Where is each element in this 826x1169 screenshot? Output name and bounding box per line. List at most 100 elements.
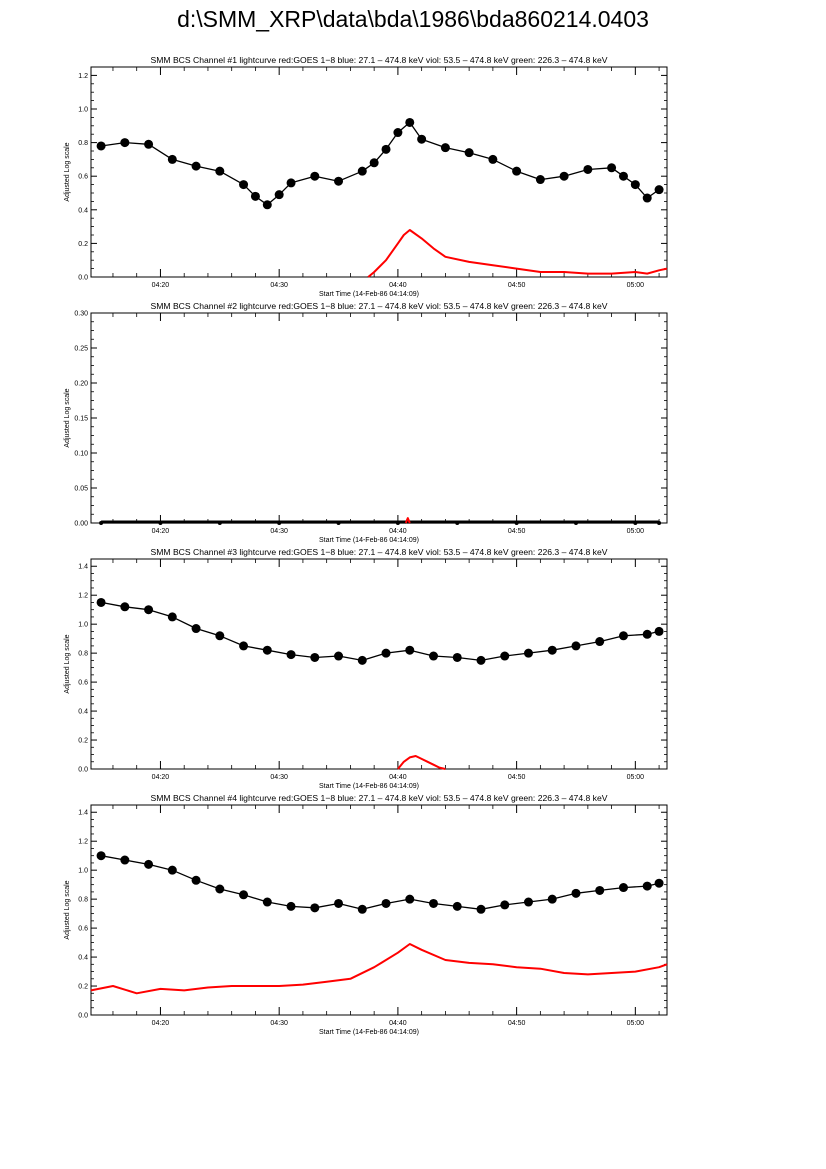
x-tick-label: 05:00 — [627, 774, 645, 781]
bcs-data-point — [630, 180, 640, 190]
bcs-data-point — [167, 154, 177, 164]
x-tick-label: 04:20 — [152, 1020, 170, 1027]
bcs-data-point — [452, 652, 462, 662]
bcs-data-point — [583, 164, 593, 174]
bcs-data-point — [440, 143, 450, 153]
bcs-data-point — [239, 641, 249, 651]
x-tick-label: 04:30 — [270, 774, 288, 781]
x-axis-label: Start Time (14-Feb-86 04:14:09) — [319, 291, 419, 298]
y-tick-label: 0.0 — [78, 275, 88, 282]
bcs-data-point — [535, 175, 545, 185]
bcs-data-point — [642, 629, 652, 639]
bcs-data-point — [642, 193, 652, 203]
chart-panel-3: SMM BCS Channel #3 lightcurve red:GOES 1… — [64, 547, 668, 790]
bcs-data-point — [500, 900, 510, 910]
x-tick-label: 04:50 — [508, 1020, 526, 1027]
y-tick-label: 0.8 — [78, 140, 88, 147]
y-axis-label: Adjusted Log scale — [64, 388, 71, 447]
y-tick-label: 1.0 — [78, 622, 88, 629]
y-tick-label: 0.20 — [74, 381, 88, 388]
chart-panel-2: SMM BCS Channel #2 lightcurve red:GOES 1… — [64, 301, 668, 544]
bcs-data-point — [357, 166, 367, 176]
bcs-data-point — [642, 881, 652, 891]
y-tick-label: 0.00 — [74, 521, 88, 528]
x-tick-label: 04:30 — [270, 528, 288, 535]
x-tick-label: 04:40 — [389, 1020, 407, 1027]
bcs-data-point — [191, 161, 201, 171]
x-tick-label: 04:50 — [508, 774, 526, 781]
bcs-data-point — [393, 128, 403, 138]
bcs-data-point — [262, 897, 272, 907]
bcs-data-point — [334, 176, 344, 186]
bcs-data-point — [595, 885, 605, 895]
x-axis-label: Start Time (14-Feb-86 04:14:09) — [319, 1029, 419, 1036]
y-tick-label: 0.15 — [74, 416, 88, 423]
bcs-data-point — [239, 890, 249, 900]
y-tick-label: 1.2 — [78, 73, 88, 80]
bcs-data-point — [405, 645, 415, 655]
bcs-data-point — [215, 884, 225, 894]
bcs-data-point — [417, 134, 427, 144]
bcs-data-point — [607, 163, 617, 173]
bcs-data-point — [357, 904, 367, 914]
bcs-data-point — [144, 605, 154, 615]
bcs-data-point — [286, 901, 296, 911]
bcs-data-point — [167, 612, 177, 622]
x-tick-label: 04:40 — [389, 282, 407, 289]
bcs-data-point — [120, 855, 130, 865]
x-tick-label: 04:30 — [270, 1020, 288, 1027]
x-tick-label: 05:00 — [627, 528, 645, 535]
bcs-data-point — [618, 631, 628, 641]
chart-title: SMM BCS Channel #2 lightcurve red:GOES 1… — [151, 301, 608, 311]
bcs-data-point — [120, 138, 130, 148]
bcs-data-point — [239, 180, 249, 190]
bcs-series-line — [100, 601, 660, 662]
y-tick-label: 0.4 — [78, 955, 88, 962]
y-tick-label: 0.30 — [74, 311, 88, 318]
bcs-data-point — [191, 875, 201, 885]
bcs-data-point — [429, 651, 439, 661]
goes-series-line — [367, 229, 668, 278]
bcs-data-point — [654, 185, 664, 195]
bcs-data-point — [96, 597, 106, 607]
bcs-data-point — [559, 171, 569, 181]
plot-frame — [90, 804, 668, 1016]
bcs-data-point — [512, 166, 522, 176]
bcs-data-point — [381, 144, 391, 154]
x-axis-label: Start Time (14-Feb-86 04:14:09) — [319, 537, 419, 544]
bcs-data-point — [334, 651, 344, 661]
bcs-data-point — [654, 626, 664, 636]
bcs-data-point — [452, 901, 462, 911]
bcs-data-point — [618, 883, 628, 893]
page-title: d:\SMM_XRP\data\bda\1986\bda860214.0403 — [177, 6, 649, 32]
plot-frame — [90, 312, 668, 524]
y-tick-label: 0.25 — [74, 346, 88, 353]
bcs-data-point — [334, 898, 344, 908]
chart-panel-4: SMM BCS Channel #4 lightcurve red:GOES 1… — [64, 793, 668, 1036]
bcs-data-point — [310, 903, 320, 913]
y-tick-label: 0.10 — [74, 451, 88, 458]
bcs-data-point — [654, 878, 664, 888]
y-tick-label: 0.2 — [78, 241, 88, 248]
bcs-data-point — [595, 637, 605, 647]
y-axis-label: Adjusted Log scale — [64, 880, 71, 939]
bcs-data-point — [357, 655, 367, 665]
bcs-data-point — [144, 859, 154, 869]
y-tick-label: 0.2 — [78, 738, 88, 745]
y-tick-label: 0.0 — [78, 1013, 88, 1020]
y-tick-label: 0.6 — [78, 680, 88, 687]
bcs-data-point — [310, 171, 320, 181]
x-tick-label: 04:50 — [508, 282, 526, 289]
x-tick-label: 04:50 — [508, 528, 526, 535]
goes-series-line — [397, 755, 446, 770]
y-tick-label: 0.4 — [78, 207, 88, 214]
goes-series-line — [90, 943, 668, 995]
chart-title: SMM BCS Channel #4 lightcurve red:GOES 1… — [151, 793, 608, 803]
x-tick-label: 04:30 — [270, 282, 288, 289]
chart-title: SMM BCS Channel #3 lightcurve red:GOES 1… — [151, 547, 608, 557]
x-tick-label: 04:40 — [389, 774, 407, 781]
bcs-data-point — [476, 904, 486, 914]
y-tick-label: 1.4 — [78, 564, 88, 571]
bcs-data-point — [547, 645, 557, 655]
